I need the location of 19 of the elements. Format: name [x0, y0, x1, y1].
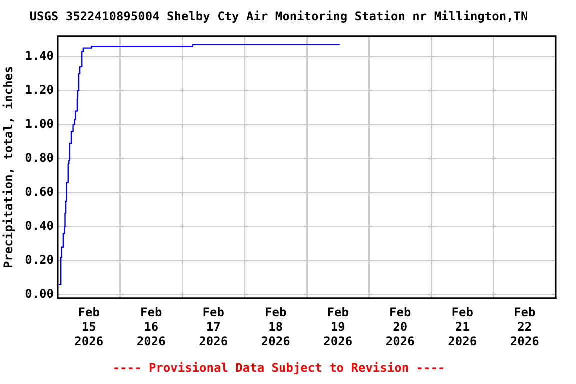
x-tick-label: Feb 22 2026 [510, 306, 540, 349]
x-tick-label: Feb 16 2026 [136, 306, 166, 349]
y-tick-label: 0.20 [25, 253, 54, 268]
y-tick-label: 0.40 [25, 219, 54, 234]
x-tick-label: Feb 17 2026 [199, 306, 228, 349]
y-tick-label: 1.40 [25, 48, 54, 63]
chart-title: USGS 3522410895004 Shelby Cty Air Monitoring Station nr Millington,TN [30, 9, 528, 24]
y-axis-title: Precipitation, total, inches [1, 66, 16, 269]
y-tick-label: 0.80 [25, 151, 54, 166]
x-tick-label: Feb 20 2026 [386, 306, 415, 349]
y-tick-label: 1.20 [25, 82, 54, 97]
y-tick-label: 0.00 [25, 287, 54, 302]
x-tick-label: Feb 21 2026 [448, 306, 478, 349]
y-tick-label: 0.60 [25, 185, 54, 200]
x-tick-label: Feb 19 2026 [324, 306, 353, 349]
text: ---- Provisional Data Subject to Revision ---- [112, 360, 446, 375]
y-tick-label: 1.00 [25, 116, 54, 131]
x-tick-label: Feb 15 2026 [74, 306, 104, 349]
x-tick-label: Feb 18 2026 [261, 306, 290, 349]
